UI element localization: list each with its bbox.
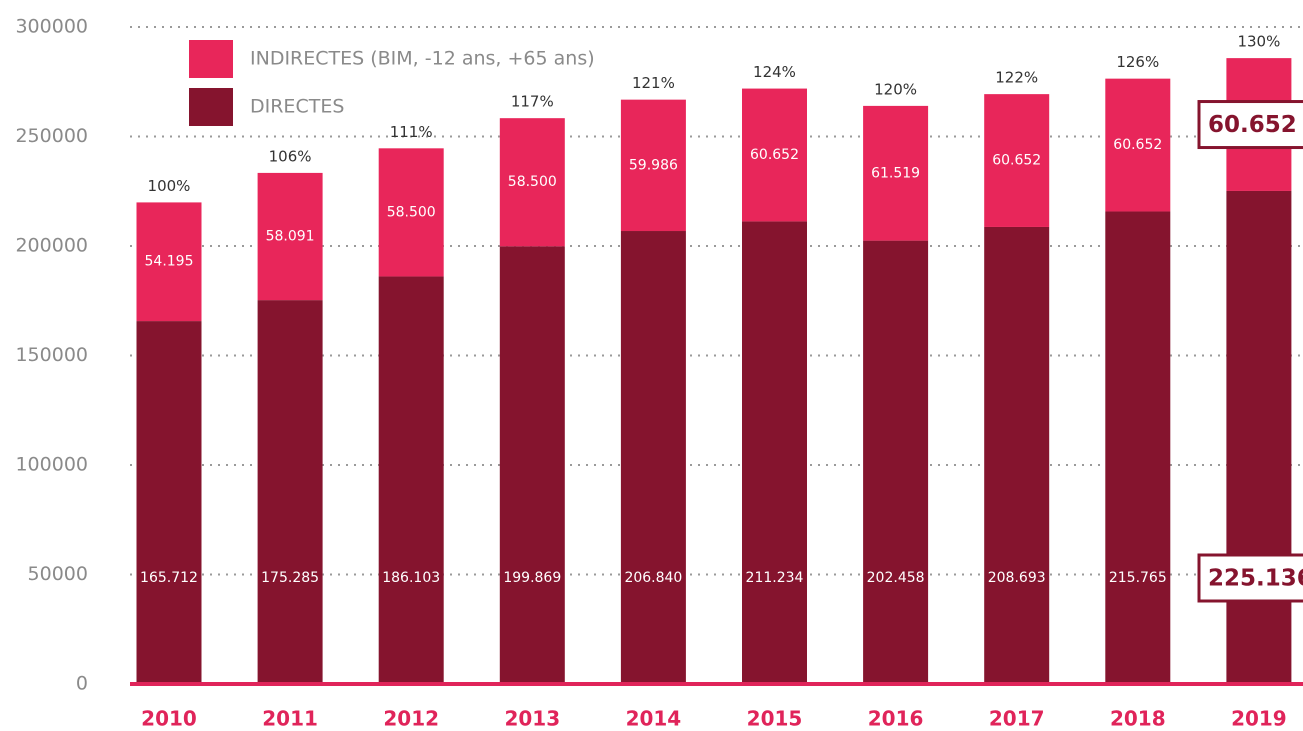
bar-segment (136, 321, 202, 684)
bars (136, 58, 1292, 685)
bar-segment (863, 105, 929, 241)
bar-segment (984, 94, 1050, 227)
value-label: 225.136 (1208, 566, 1303, 592)
bar-segment (1105, 211, 1171, 684)
x-tick-label: 2019 (1231, 707, 1287, 731)
legend-swatch (189, 40, 233, 78)
value-label: 165.712 (140, 570, 198, 586)
bar-segment (1226, 190, 1292, 685)
bar-segment (257, 300, 323, 684)
value-label: 59.986 (629, 157, 678, 173)
highlight-box (1197, 553, 1303, 603)
x-tick-label: 2018 (1110, 707, 1166, 731)
y-tick-label: 250000 (15, 125, 88, 147)
y-tick-label: 50000 (28, 563, 88, 585)
bar-segment (620, 231, 686, 685)
bar-segment (378, 148, 444, 277)
value-label: 208.693 (988, 570, 1046, 586)
annotation: 100% (148, 177, 191, 195)
x-tick-label: 2011 (262, 707, 318, 731)
bar-segment (863, 240, 929, 684)
x-tick-label: 2014 (626, 707, 682, 731)
value-label: 60.652 (750, 147, 799, 163)
y-tick-label: 150000 (15, 344, 88, 366)
x-tick-label: 2013 (504, 707, 560, 731)
x-tick-label: 2016 (868, 707, 924, 731)
annotation: 122% (995, 69, 1038, 87)
x-tick-label: 2015 (747, 707, 803, 731)
bar-segment (257, 172, 323, 301)
value-label: 60.652 (1113, 137, 1162, 153)
value-label: 186.103 (382, 570, 440, 586)
bar-segment (136, 202, 202, 322)
value-label: 58.500 (508, 174, 557, 190)
bar-segment (499, 246, 565, 684)
annotation: 120% (874, 80, 917, 98)
legend-swatch (189, 88, 233, 126)
x-tick-label: 2012 (383, 707, 439, 731)
value-label: 202.458 (867, 570, 925, 586)
annotation: 124% (753, 63, 796, 81)
value-label: 58.091 (266, 229, 315, 245)
annotation: 130% (1237, 33, 1280, 51)
annotation: 126% (1116, 53, 1159, 71)
labels: 0 50000 100000 150000 200000 250000 300000 165.… (15, 16, 1303, 731)
y-tick-label: 300000 (15, 16, 88, 38)
value-label: 58.500 (387, 204, 436, 220)
value-label: 211.234 (746, 570, 804, 586)
y-tick-label: 100000 (15, 454, 88, 476)
bar-segment (378, 276, 444, 684)
legend-label: DIRECTES (250, 96, 344, 118)
annotation: 106% (269, 147, 312, 165)
annotation: 121% (632, 74, 675, 92)
bar-segment (742, 221, 807, 685)
value-label: 60.652 (1208, 112, 1297, 138)
x-tick-label: 2017 (989, 707, 1045, 731)
annotation: 117% (511, 93, 554, 111)
value-label: 61.519 (871, 165, 920, 181)
y-tick-label: 200000 (15, 235, 88, 257)
legend-label: INDIRECTES (BIM, -12 ans, +65 ans) (250, 48, 595, 70)
highlight-box (1197, 100, 1303, 150)
bar-segment (499, 118, 565, 247)
value-label: 54.195 (145, 254, 194, 270)
value-label: 60.652 (992, 153, 1041, 169)
x-tick-label: 2010 (141, 707, 197, 731)
value-label: 215.765 (1109, 570, 1167, 586)
bar-segment (984, 226, 1050, 684)
bar-segment (742, 88, 807, 222)
value-label: 175.285 (261, 570, 319, 586)
value-label: 199.869 (503, 570, 561, 586)
bar-segment (1105, 78, 1171, 212)
annotation: 111% (390, 123, 433, 141)
bar-segment (620, 99, 686, 232)
y-tick-label: 0 (76, 673, 88, 695)
value-label: 206.840 (624, 570, 682, 586)
